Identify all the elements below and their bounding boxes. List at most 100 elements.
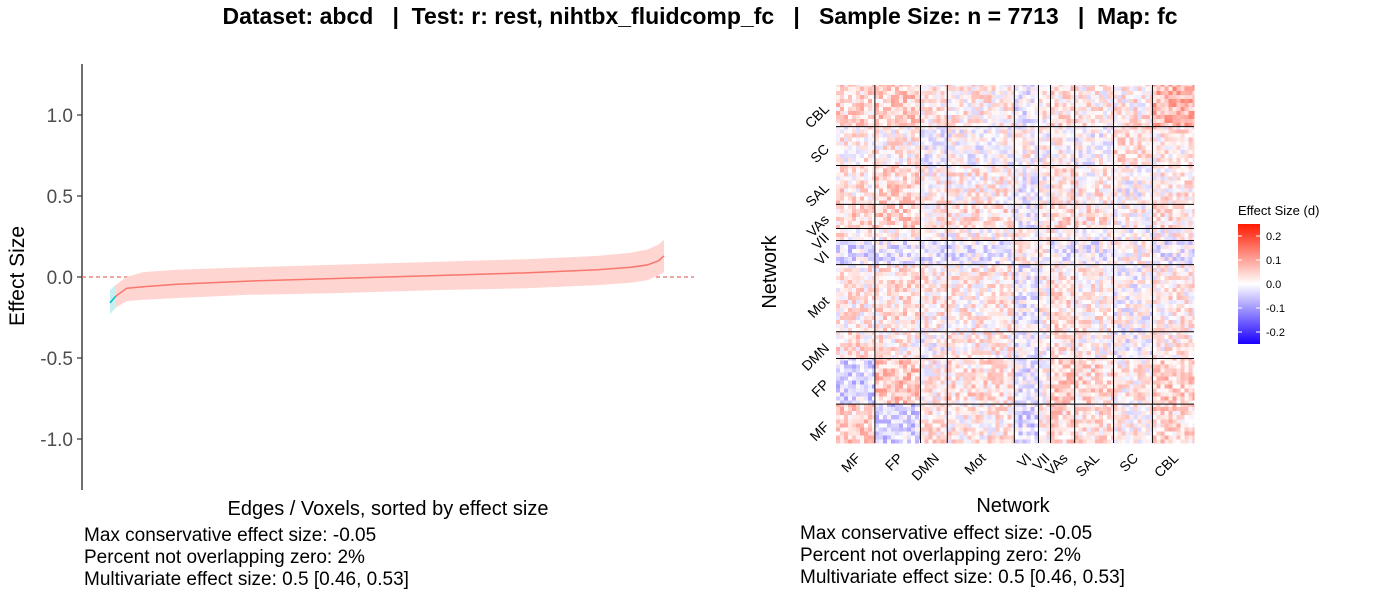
heatmap-cell xyxy=(860,315,865,321)
heatmap-cell xyxy=(878,295,884,300)
heatmap-cell xyxy=(1149,371,1153,377)
heatmap-cell xyxy=(890,371,896,377)
heatmap-cell xyxy=(940,334,945,339)
heatmap-cell xyxy=(1145,418,1151,424)
heatmap-cell xyxy=(882,392,888,397)
heatmap-cell xyxy=(1070,256,1076,262)
heatmap-cell xyxy=(886,240,892,245)
heatmap-cell xyxy=(864,342,869,347)
heatmap-cell xyxy=(1141,244,1147,249)
heatmap-cell xyxy=(868,338,873,343)
heatmap-cell xyxy=(860,240,865,245)
heatmap-cell xyxy=(975,418,980,424)
heatmap-cell xyxy=(959,291,964,296)
heatmap-cell xyxy=(1034,404,1039,408)
heatmap-cell xyxy=(971,354,976,359)
heatmap-cell xyxy=(1058,248,1063,253)
heatmap-cell xyxy=(1018,375,1023,381)
heatmap-cell xyxy=(1098,367,1104,373)
heatmap-cell xyxy=(951,240,956,245)
heatmap-cell xyxy=(840,252,845,258)
heatmap-cell xyxy=(1050,379,1055,385)
heatmap-cell xyxy=(1164,256,1169,262)
heatmap-cell xyxy=(1176,367,1181,373)
heatmap-cell xyxy=(895,438,900,444)
heatmap-cell xyxy=(1034,240,1039,245)
heatmap-cell xyxy=(886,287,892,292)
heatmap-cell xyxy=(967,236,972,241)
heatmap-cell xyxy=(1102,287,1108,292)
heatmap-cell xyxy=(1172,319,1177,325)
heatmap-cell xyxy=(991,384,996,389)
heatmap-cell xyxy=(983,426,988,432)
heatmap-cell xyxy=(852,283,857,288)
heatmap-cell xyxy=(1030,388,1035,393)
heatmap-cell xyxy=(1188,404,1194,408)
heatmap-cell xyxy=(1164,392,1169,397)
heatmap-cell xyxy=(1133,291,1139,296)
heatmap-cell xyxy=(874,295,880,300)
heatmap-cell xyxy=(1082,275,1088,280)
heatmap-cell xyxy=(936,426,941,432)
heatmap-cell xyxy=(924,287,929,292)
heatmap-cell xyxy=(852,236,857,241)
heatmap-cell xyxy=(1137,252,1143,258)
heatmap-cell xyxy=(1152,388,1157,393)
heatmap-cell xyxy=(1003,358,1009,361)
heatmap-cell xyxy=(899,331,904,335)
heatmap-cell xyxy=(967,315,972,321)
heatmap-cell xyxy=(1192,354,1195,359)
heatmap-cell xyxy=(1054,287,1059,292)
heatmap-cell xyxy=(1034,400,1039,405)
heatmap-cell xyxy=(928,291,933,296)
heatmap-cell xyxy=(915,418,920,424)
heatmap-cell xyxy=(1038,279,1043,284)
heatmap-cell xyxy=(951,299,956,304)
heatmap-cell xyxy=(940,299,945,304)
heatmap-cell xyxy=(1034,291,1039,296)
heatmap-cell xyxy=(1022,392,1027,397)
heatmap-cell xyxy=(895,267,900,272)
heatmap-cell xyxy=(963,299,968,304)
heatmap-cell xyxy=(1188,248,1194,253)
heatmap-cell xyxy=(882,311,888,317)
heatmap-cell xyxy=(1110,267,1114,272)
heatmap-cell xyxy=(1042,240,1047,245)
heatmap-cell xyxy=(928,404,933,408)
heatmap-cell xyxy=(1007,323,1013,329)
heatmap-cell xyxy=(890,359,896,365)
heatmap-cell xyxy=(1014,311,1019,317)
heatmap-cell xyxy=(1176,295,1181,300)
heatmap-cell xyxy=(971,422,976,428)
heatmap-cell xyxy=(963,228,968,233)
heatmap-cell xyxy=(1046,275,1051,280)
heatmap-cell xyxy=(1106,264,1112,268)
heatmap-cell xyxy=(895,359,900,365)
heatmap-cell xyxy=(848,252,853,258)
heatmap-cell xyxy=(1011,271,1015,276)
heatmap-cell xyxy=(886,248,892,253)
heatmap-cell xyxy=(987,410,992,416)
heatmap-cell xyxy=(840,414,845,420)
heatmap-cell xyxy=(1038,267,1043,272)
heatmap-cell xyxy=(940,430,945,436)
heatmap-cell xyxy=(1137,295,1143,300)
heatmap-cell xyxy=(1042,232,1047,237)
heatmap-cell xyxy=(890,319,896,325)
heatmap-cell xyxy=(1156,430,1161,436)
heatmap-cell xyxy=(1074,375,1080,381)
heatmap-cell xyxy=(903,422,908,428)
heatmap-cell xyxy=(1050,256,1055,262)
heatmap-cell xyxy=(1110,287,1114,292)
heatmap-cell xyxy=(874,248,880,253)
heatmap-cell xyxy=(1168,371,1173,377)
heatmap-cell xyxy=(1145,267,1151,272)
heatmap-cell xyxy=(915,228,920,233)
heatmap-cell xyxy=(1078,346,1084,351)
heatmap-cell xyxy=(868,438,873,444)
heatmap-cell xyxy=(1098,260,1104,266)
heatmap-cell xyxy=(1152,248,1157,253)
heatmap-cell xyxy=(848,392,853,397)
heatmap-cell xyxy=(1003,410,1009,416)
